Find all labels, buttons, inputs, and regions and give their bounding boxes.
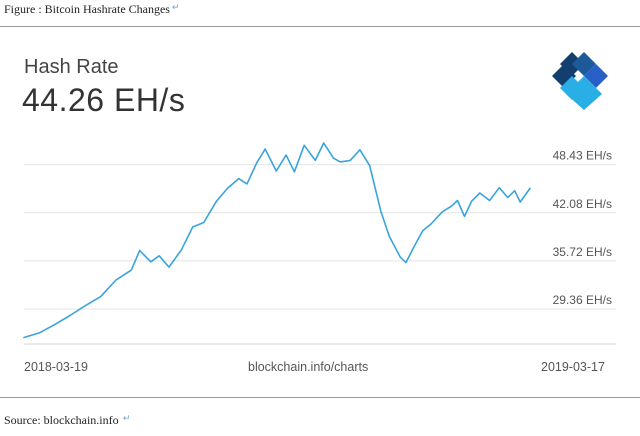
y-tick-label: 42.08 EH/s xyxy=(553,197,612,211)
source-note-text: Source: blockchain.info xyxy=(4,413,119,427)
blockchain-logo-icon xyxy=(552,52,608,110)
figure-caption-text: Figure : Bitcoin Hashrate Changes xyxy=(4,2,170,16)
x-tick-label-end: 2019-03-17 xyxy=(541,360,605,374)
top-divider xyxy=(0,26,640,27)
return-arrow-icon: ↵ xyxy=(171,2,180,12)
hash-rate-line xyxy=(23,142,531,339)
hash-rate-chart: 48.43 EH/s 42.08 EH/s 35.72 EH/s 29.36 EH/s xyxy=(23,142,616,345)
current-hash-rate: 44.26 EH/s xyxy=(22,82,186,118)
x-tick-label-start: 2018-03-19 xyxy=(24,360,88,374)
return-arrow-icon: ↵ xyxy=(120,413,131,423)
source-note: Source: blockchain.info ↵ xyxy=(4,413,130,428)
y-tick-label: 35.72 EH/s xyxy=(553,245,612,259)
y-tick-label: 48.43 EH/s xyxy=(553,149,612,163)
figure-caption: Figure : Bitcoin Hashrate Changes ↵ xyxy=(4,2,180,17)
bottom-divider xyxy=(0,397,640,398)
y-tick-label: 29.36 EH/s xyxy=(553,293,612,307)
chart-title: Hash Rate xyxy=(24,56,119,78)
source-watermark: blockchain.info/charts xyxy=(248,360,369,374)
